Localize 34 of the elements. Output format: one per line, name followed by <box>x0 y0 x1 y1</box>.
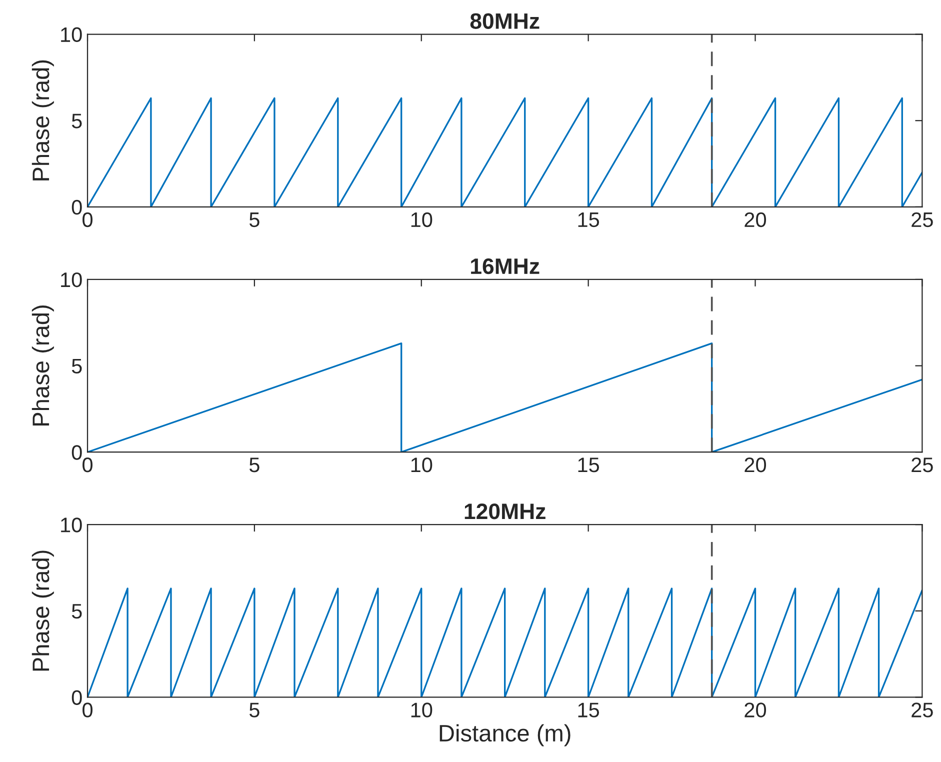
y-tick-label: 0 <box>72 690 82 705</box>
x-tick-label: 10 <box>411 457 432 472</box>
x-tick-label: 15 <box>578 212 600 228</box>
x-tick-label: 20 <box>744 702 766 718</box>
chart-title: 120MHz <box>464 504 546 520</box>
x-tick-label: 0 <box>82 212 92 228</box>
x-tick-label: 25 <box>912 457 933 472</box>
x-tick-label: 15 <box>578 702 600 718</box>
y-tick-label: 10 <box>61 518 82 532</box>
x-tick-label: 5 <box>249 212 260 228</box>
x-tick-label: 25 <box>912 212 933 228</box>
x-tick-label: 5 <box>249 702 260 718</box>
x-tick-label: 10 <box>411 702 432 718</box>
x-axis-title: Distance (m) <box>440 724 570 746</box>
y-tick-label: 0 <box>72 445 82 460</box>
y-tick-label: 10 <box>61 27 82 42</box>
x-tick-label: 0 <box>82 702 92 718</box>
x-tick-label: 20 <box>744 212 766 228</box>
chart-title: 80MHz <box>470 13 540 29</box>
y-axis-title: Phase (rad) <box>32 306 54 426</box>
y-tick-label: 0 <box>72 200 82 215</box>
y-tick-label: 10 <box>61 272 82 288</box>
y-axis-title: Phase (rad) <box>32 60 54 180</box>
x-tick-label: 0 <box>82 457 92 472</box>
x-tick-label: 15 <box>578 458 600 472</box>
x-tick-label: 10 <box>411 212 432 228</box>
y-tick-label: 5 <box>72 604 82 619</box>
y-axis-title: Phase (rad) <box>32 550 54 671</box>
x-tick-label: 25 <box>912 702 933 718</box>
x-tick-label: 20 <box>744 457 766 472</box>
chart-title: 16MHz <box>471 258 540 274</box>
y-tick-label: 5 <box>72 114 82 128</box>
x-tick-label: 5 <box>249 458 260 472</box>
y-tick-label: 5 <box>72 358 82 374</box>
